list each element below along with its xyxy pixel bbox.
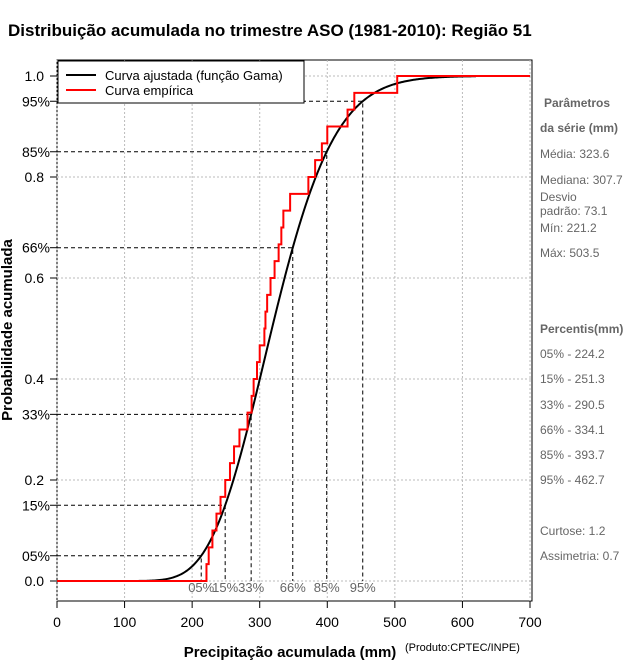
x-tick-label: 100 bbox=[113, 614, 137, 630]
params-title: Parâmetros bbox=[544, 96, 611, 110]
y-tick-label: 0.4 bbox=[25, 371, 45, 387]
stat-assimetria: Assimetria: 0.7 bbox=[540, 549, 620, 563]
x-tick-label: 500 bbox=[383, 614, 407, 630]
y-tick-label: 0.2 bbox=[25, 472, 45, 488]
empirical-curve bbox=[57, 75, 530, 582]
x-tick-label: 700 bbox=[518, 614, 542, 630]
y-percentile-label: 66% bbox=[22, 240, 50, 256]
legend-label: Curva empírica bbox=[105, 83, 194, 98]
stat-desvio-2: padrão: 73.1 bbox=[540, 204, 608, 218]
credit-label: (Produto:CPTEC/INPE) bbox=[405, 642, 520, 654]
plot-frame bbox=[56, 59, 533, 602]
stat-min: Mín: 221.2 bbox=[540, 221, 597, 235]
y-tick-label: 0.0 bbox=[25, 573, 45, 589]
y-percentile-label: 85% bbox=[22, 144, 50, 160]
legend-box bbox=[57, 60, 305, 104]
y-axis-label: Probabilidade acumulada bbox=[0, 238, 16, 420]
x-percentile-label: 95% bbox=[350, 580, 376, 595]
percentile-guide-line bbox=[57, 555, 202, 581]
x-tick-label: 200 bbox=[180, 614, 204, 630]
stat-max: Máx: 503.5 bbox=[540, 246, 600, 260]
x-percentile-label: 33% bbox=[238, 580, 264, 595]
percentile-guide-line bbox=[57, 413, 252, 581]
stat-desvio: Desvio bbox=[540, 190, 577, 204]
x-tick-label: 300 bbox=[248, 614, 272, 630]
percentile-15: 15% - 251.3 bbox=[540, 372, 605, 386]
y-tick-label: 0.6 bbox=[25, 270, 45, 286]
x-percentile-label: 66% bbox=[280, 580, 306, 595]
x-axis-label: Precipitação acumulada (mm) bbox=[184, 644, 397, 660]
percentile-85: 85% - 393.7 bbox=[540, 448, 605, 462]
x-tick-label: 400 bbox=[316, 614, 340, 630]
percentile-66: 66% - 334.1 bbox=[540, 423, 605, 437]
y-percentile-label: 95% bbox=[22, 93, 50, 109]
y-percentile-label: 33% bbox=[22, 406, 50, 422]
stat-curtose: Curtose: 1.2 bbox=[540, 524, 606, 538]
x-percentile-label: 05% bbox=[188, 580, 214, 595]
x-percentile-label: 15% bbox=[212, 580, 238, 595]
legend-label: Curva ajustada (função Gama) bbox=[105, 68, 283, 83]
y-tick-label: 0.8 bbox=[25, 169, 45, 185]
x-percentile-label: 85% bbox=[314, 580, 340, 595]
stat-media: Média: 323.6 bbox=[540, 147, 610, 161]
percentile-05: 05% - 224.2 bbox=[540, 347, 605, 361]
gamma-fit-curve bbox=[57, 75, 476, 582]
x-tick-label: 600 bbox=[451, 614, 475, 630]
percentile-guide-line bbox=[57, 247, 294, 581]
percentile-33: 33% - 290.5 bbox=[540, 398, 605, 412]
percentile-guide-line bbox=[57, 504, 226, 581]
percentis-title: Percentis(mm) bbox=[540, 322, 624, 336]
stat-mediana: Mediana: 307.7 bbox=[540, 173, 623, 187]
y-tick-label: 1.0 bbox=[25, 68, 45, 84]
chart-title: Distribuição acumulada no trimestre ASO … bbox=[8, 21, 532, 40]
y-percentile-label: 05% bbox=[22, 548, 50, 564]
x-tick-label: 0 bbox=[53, 614, 61, 630]
percentile-95: 95% - 462.7 bbox=[540, 473, 605, 487]
y-percentile-label: 15% bbox=[22, 497, 50, 513]
params-title-2: da série (mm) bbox=[540, 121, 619, 135]
